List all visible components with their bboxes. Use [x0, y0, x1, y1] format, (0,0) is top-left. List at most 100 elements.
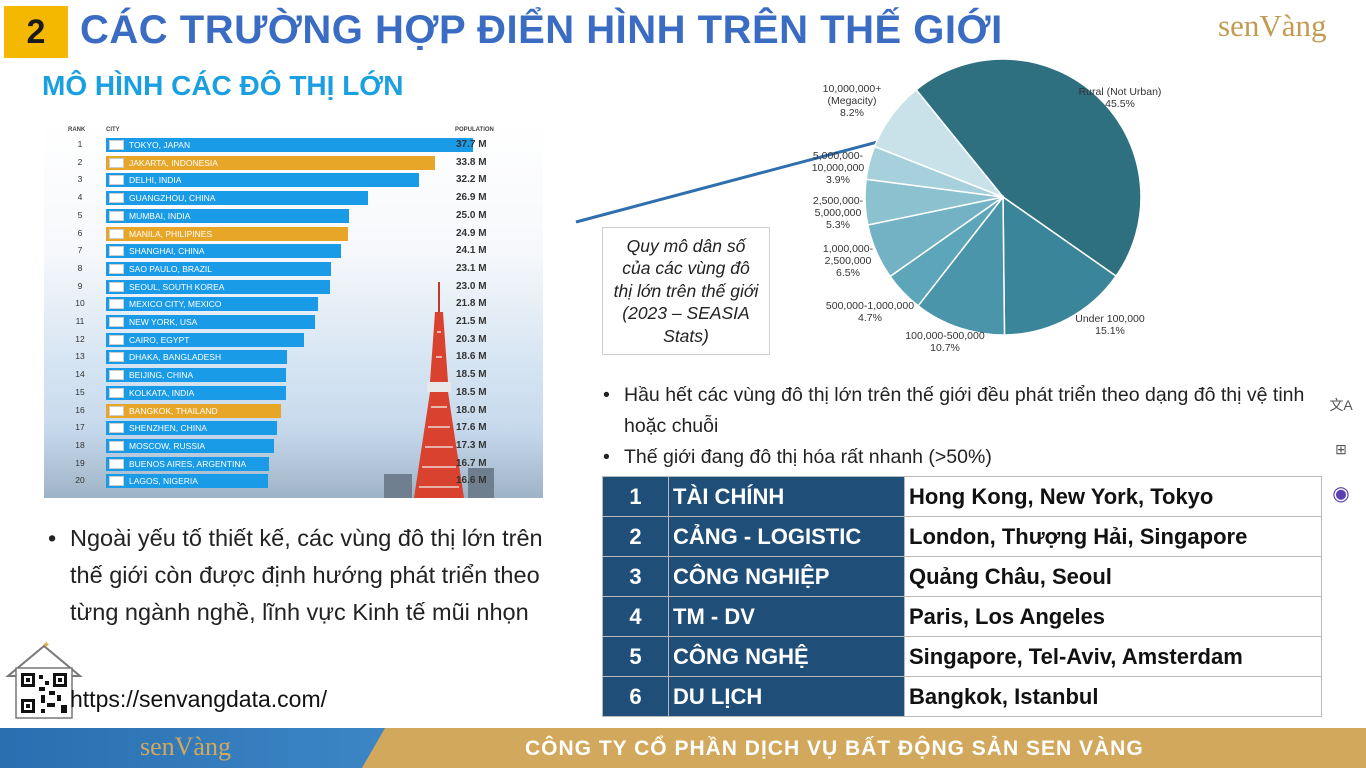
rank-number: 2	[77, 156, 83, 167]
population-bar: BEIJING, CHINA	[106, 368, 287, 383]
flag-icon	[109, 228, 124, 239]
pie-slice	[873, 88, 1006, 199]
city-header: CITY	[106, 127, 120, 133]
city-name: MUMBAI, INDIA	[129, 210, 191, 221]
population-value: 26.9 M	[456, 192, 487, 204]
rank-number: 18	[75, 439, 85, 450]
population-bar: BUENOS AIRES, ARGENTINA	[106, 456, 269, 471]
rank-number: 15	[75, 386, 85, 397]
ranking-row: 17 SHENZHEN, CHINA 17.6 M	[44, 419, 543, 437]
urban-facts-list: Hầu hết các vùng đô thị lớn trên thế giớ…	[602, 380, 1342, 473]
rank-number: 13	[75, 351, 85, 362]
population-value: 24.1 M	[456, 245, 487, 257]
sector-name: DU LỊCH	[668, 676, 905, 717]
population-value: 33.8 M	[456, 156, 487, 168]
ranking-row: 3 DELHI, INDIA 32.2 M	[44, 171, 543, 189]
ranking-row: 5 MUMBAI, INDIA 25.0 M	[44, 207, 543, 225]
ranking-row: 16 BANGKOK, THAILAND 18.0 M	[44, 402, 543, 420]
rank-number: 8	[77, 262, 83, 273]
sector-name: TM - DV	[668, 596, 905, 637]
pie-slice-label: 2,500,000-5,000,000 5.3%	[813, 195, 864, 231]
city-list: Quảng Châu, Seoul	[904, 556, 1322, 597]
population-bar: SHENZHEN, CHINA	[106, 421, 278, 436]
population-value: 37.7 M	[456, 139, 487, 150]
ranking-row: 2 JAKARTA, INDONESIA 33.8 M	[44, 154, 543, 172]
section-subtitle: MÔ HÌNH CÁC ĐÔ THỊ LỚN	[42, 70, 404, 101]
ranking-row: 15 KOLKATA, INDIA 18.5 M	[44, 384, 543, 402]
flag-icon	[109, 210, 124, 221]
row-number: 2	[602, 516, 669, 557]
tokyo-tower-illustration	[384, 282, 494, 498]
population-bar: MANILA, PHILIPINES	[106, 226, 349, 241]
footer-bar: senVàng CÔNG TY CỔ PHẦN DỊCH VỤ BẤT ĐỘNG…	[0, 728, 1366, 768]
city-ranking-chart: RANK CITY POPULATION 1 TOKYO, JAPAN 37.7 M…	[44, 122, 543, 498]
sector-name: CÔNG NGHIỆP	[668, 556, 905, 597]
ranking-row: 19 BUENOS AIRES, ARGENTINA 16.7 M	[44, 455, 543, 473]
urban-fact-item: Hầu hết các vùng đô thị lớn trên thế giớ…	[602, 380, 1342, 442]
website-link[interactable]: https://senvangdata.com/	[70, 686, 327, 712]
assistant-icon[interactable]: ◉	[1332, 482, 1350, 505]
city-list: Singapore, Tel-Aviv, Amsterdam	[904, 636, 1322, 677]
population-value: 18.0 M	[456, 404, 487, 416]
population-bar: GUANGZHOU, CHINA	[106, 191, 368, 206]
population-value: 18.6 M	[456, 351, 487, 363]
rank-header: RANK	[68, 127, 86, 133]
population-bar: MEXICO CITY, MEXICO	[106, 297, 319, 312]
population-bar: SHANGHAI, CHINA	[106, 244, 341, 259]
population-value: 18.5 M	[456, 386, 487, 398]
flag-icon	[109, 405, 124, 416]
population-bar: MUMBAI, INDIA	[106, 208, 350, 223]
rank-number: 7	[77, 245, 83, 256]
pie-slice-label: Under 100,000 15.1%	[1075, 313, 1145, 337]
population-value: 16.6 M	[456, 475, 487, 487]
footer-accent	[0, 728, 385, 768]
rank-number: 17	[75, 422, 85, 433]
ranking-row: 9 SEOUL, SOUTH KOREA 23.0 M	[44, 278, 543, 296]
rank-number: 12	[75, 333, 85, 344]
flag-icon	[109, 370, 124, 381]
city-name: TOKYO, JAPAN	[129, 140, 191, 150]
population-value: 21.8 M	[456, 298, 487, 310]
ranking-row: 20 LAGOS, NIGERIA 16.6 M	[44, 472, 543, 490]
apps-icon[interactable]: ⊞	[1335, 440, 1347, 457]
row-number: 3	[602, 556, 669, 597]
city-name: SAO PAULO, BRAZIL	[129, 263, 212, 274]
population-value: 24.9 M	[456, 227, 487, 239]
rank-number: 16	[75, 404, 85, 415]
ranking-row: 10 MEXICO CITY, MEXICO 21.8 M	[44, 295, 543, 313]
pie-slice-label: 500,000-1,000,000 4.7%	[826, 300, 914, 324]
population-value: 16.7 M	[456, 457, 487, 469]
table-row: 5 CÔNG NGHỆ Singapore, Tel-Aviv, Amsterdam	[602, 636, 1322, 677]
rank-number: 11	[75, 316, 85, 326]
city-name: GUANGZHOU, CHINA	[129, 193, 216, 204]
flag-icon	[109, 387, 124, 398]
population-value: 20.3 M	[456, 333, 487, 345]
city-name: MOSCOW, RUSSIA	[129, 440, 206, 451]
population-bar: BANGKOK, THAILAND	[106, 403, 282, 418]
ranking-row: 6 MANILA, PHILIPINES 24.9 M	[44, 225, 543, 243]
city-list: Bangkok, Istanbul	[904, 676, 1322, 717]
population-value: 18.5 M	[456, 369, 487, 381]
city-name: SHENZHEN, CHINA	[129, 423, 207, 434]
table-row: 3 CÔNG NGHIỆP Quảng Châu, Seoul	[602, 556, 1322, 597]
row-number: 6	[602, 676, 669, 717]
population-bar: DELHI, INDIA	[106, 173, 420, 188]
population-bar: DHAKA, BANGLADESH	[106, 350, 288, 365]
flag-icon	[109, 317, 124, 327]
translate-icon[interactable]: 文A	[1329, 397, 1353, 413]
rank-number: 4	[77, 192, 83, 203]
section-number: 2	[4, 6, 68, 58]
urban-fact-item: Thế giới đang đô thị hóa rất nhanh (>50%…	[602, 442, 1342, 473]
city-name: SEOUL, SOUTH KOREA	[129, 281, 225, 292]
population-value: 21.5 M	[456, 316, 487, 327]
ranking-row: 4 GUANGZHOU, CHINA 26.9 M	[44, 189, 543, 207]
industry-table: 1 TÀI CHÍNH Hong Kong, New York, Tokyo 2 CẢN…	[602, 476, 1322, 717]
flag-icon	[109, 352, 124, 363]
ranking-row: 12 CAIRO, EGYPT 20.3 M	[44, 331, 543, 349]
city-name: BUENOS AIRES, ARGENTINA	[129, 458, 247, 469]
rank-number: 20	[75, 475, 85, 486]
pie-slice	[915, 58, 1142, 278]
company-name: CÔNG TY CỔ PHẦN DỊCH VỤ BẤT ĐỘNG SẢN SEN…	[525, 737, 1144, 760]
rank-number: 14	[75, 369, 85, 380]
table-row: 1 TÀI CHÍNH Hong Kong, New York, Tokyo	[602, 476, 1322, 517]
